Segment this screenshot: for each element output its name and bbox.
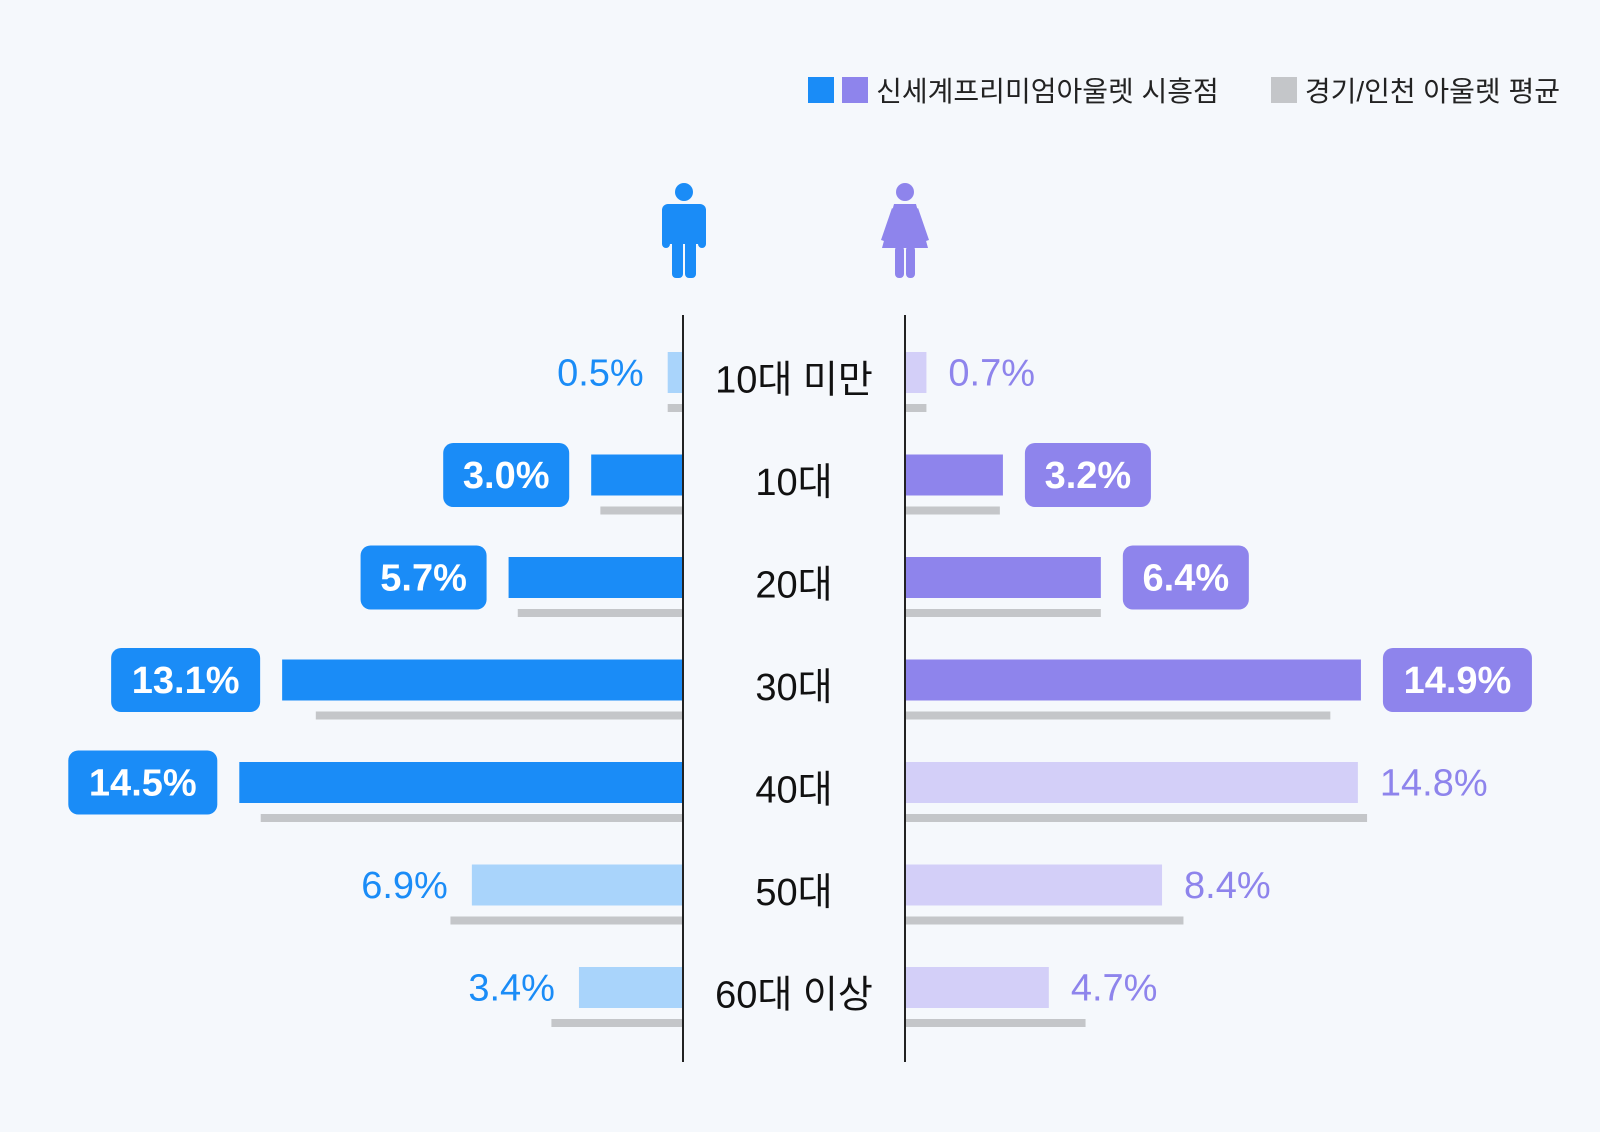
category-label: 40대 bbox=[755, 770, 832, 812]
male-value-badge bbox=[360, 545, 487, 610]
male-value-label: 3.0% bbox=[463, 455, 550, 497]
plot-area: 0.5% 0.7% 10대 미만 3.0% 3.2% 10대 5.7% 6.4% 20대 13.1… bbox=[68, 315, 1532, 1062]
average-bar-male bbox=[600, 506, 683, 515]
male-value-label: 3.4% bbox=[468, 968, 555, 1010]
category-label: 60대 이상 bbox=[715, 975, 873, 1017]
average-bar-male bbox=[260, 814, 683, 822]
average-bar-male bbox=[315, 711, 683, 720]
female-value-label: 6.4% bbox=[1143, 558, 1230, 600]
female-bar bbox=[905, 557, 1101, 598]
category-label: 10대 미만 bbox=[715, 360, 873, 402]
legend-label-primary: 신세계프리미엄아울렛 시흥점 bbox=[876, 76, 1219, 107]
average-bar-female bbox=[905, 609, 1101, 617]
average-bar-female bbox=[905, 711, 1331, 720]
category-label: 30대 bbox=[755, 667, 832, 709]
category-label: 50대 bbox=[755, 872, 832, 914]
average-bar-male bbox=[667, 404, 683, 412]
legend-swatch-female bbox=[842, 77, 869, 103]
female-value-badge bbox=[1122, 545, 1249, 610]
average-bar-male bbox=[517, 609, 683, 617]
average-bar-male bbox=[450, 916, 683, 925]
average-bar-female bbox=[905, 506, 1000, 515]
male-value-badge bbox=[68, 750, 218, 815]
male-value-badge bbox=[443, 443, 570, 507]
female-bar bbox=[905, 762, 1358, 803]
legend-swatch-average bbox=[1270, 77, 1297, 103]
female-bar bbox=[905, 659, 1361, 701]
male-bar bbox=[282, 659, 683, 701]
average-bar-female bbox=[905, 1019, 1086, 1027]
average-bar-male bbox=[551, 1019, 683, 1027]
female-bar bbox=[905, 967, 1049, 1008]
female-value-label: 3.2% bbox=[1045, 455, 1132, 497]
female-value-badge bbox=[1024, 443, 1151, 507]
female-bar bbox=[905, 454, 1003, 496]
gender-icons bbox=[662, 183, 929, 278]
female-person-icon bbox=[881, 183, 929, 278]
female-bar bbox=[905, 352, 927, 393]
legend-swatch-male bbox=[808, 77, 835, 103]
male-bar bbox=[667, 352, 683, 393]
male-bar bbox=[578, 967, 683, 1008]
male-value-label: 6.9% bbox=[361, 865, 448, 907]
male-value-label: 5.7% bbox=[380, 558, 467, 600]
female-value-label: 14.8% bbox=[1380, 763, 1488, 805]
female-value-badge bbox=[1382, 648, 1532, 712]
female-value-label: 14.9% bbox=[1404, 660, 1512, 702]
category-label: 10대 bbox=[755, 462, 832, 504]
average-bar-female bbox=[905, 916, 1184, 925]
male-bar bbox=[508, 557, 683, 598]
male-bar bbox=[239, 762, 684, 803]
male-value-label: 0.5% bbox=[557, 353, 644, 395]
legend-item-secondary: 경기/인천 아울렛 평균 bbox=[1270, 70, 1560, 110]
male-value-badge bbox=[111, 648, 261, 712]
legend: 신세계프리미엄아울렛 시흥점 경기/인천 아울렛 평균 bbox=[808, 70, 1560, 110]
male-value-label: 14.5% bbox=[89, 763, 197, 805]
category-label: 20대 bbox=[755, 565, 832, 607]
male-bar bbox=[471, 864, 683, 906]
male-bar bbox=[591, 454, 683, 496]
average-bar-female bbox=[905, 814, 1368, 822]
legend-item-primary: 신세계프리미엄아울렛 시흥점 bbox=[808, 70, 1219, 110]
female-bar bbox=[905, 864, 1163, 906]
male-person-icon bbox=[662, 183, 706, 278]
female-value-label: 8.4% bbox=[1184, 865, 1271, 907]
legend-label-secondary: 경기/인천 아울렛 평균 bbox=[1304, 76, 1560, 107]
female-value-label: 4.7% bbox=[1071, 968, 1158, 1010]
average-bar-female bbox=[905, 404, 927, 412]
female-value-label: 0.7% bbox=[948, 353, 1035, 395]
male-value-label: 13.1% bbox=[132, 660, 240, 702]
